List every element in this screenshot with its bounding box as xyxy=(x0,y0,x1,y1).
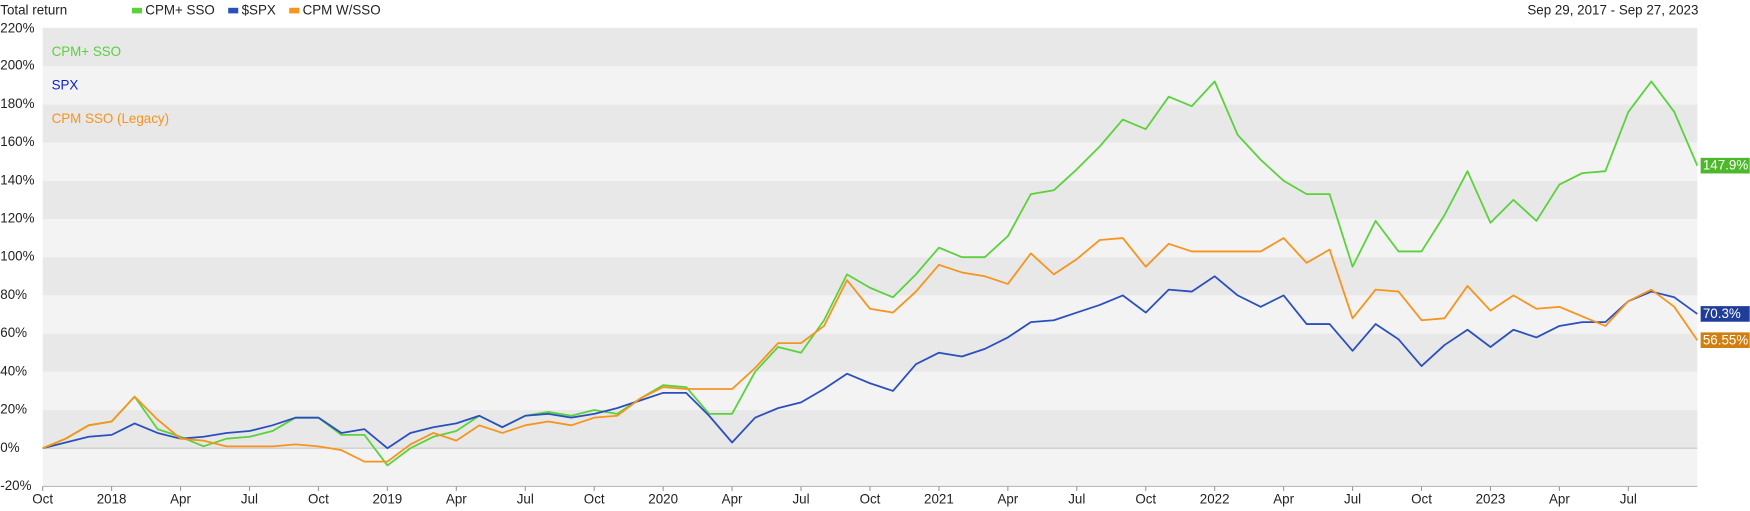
end-label-bg xyxy=(1700,332,1750,349)
legend-label: CPM W/SSO xyxy=(303,3,381,18)
end-label-text: 56.55% xyxy=(1703,332,1748,347)
grid-band xyxy=(42,371,1698,411)
legend-swatch xyxy=(228,7,239,14)
annotation: SPX xyxy=(52,77,79,92)
y-tick-label: 0% xyxy=(0,440,19,455)
annotation: CPM SSO (Legacy) xyxy=(52,111,169,126)
end-label-text: 147.9% xyxy=(1703,158,1748,173)
x-tick-label: Jul xyxy=(1620,491,1637,506)
x-tick-label: Oct xyxy=(1135,491,1156,506)
x-tick-label: 2022 xyxy=(1200,491,1230,506)
x-tick-label: Oct xyxy=(308,491,329,506)
x-tick-label: Oct xyxy=(1411,491,1432,506)
x-tick-label: Oct xyxy=(584,491,605,506)
end-label: 56.55% xyxy=(1700,332,1750,349)
x-tick-label: Apr xyxy=(1549,491,1570,506)
y-tick-label: 80% xyxy=(0,287,27,302)
y-tick-label: 40% xyxy=(0,363,27,378)
x-tick-label: Apr xyxy=(170,491,191,506)
end-label-bg xyxy=(1700,306,1750,322)
y-tick-label: 100% xyxy=(0,249,34,264)
legend-label: CPM+ SSO xyxy=(145,3,214,18)
x-tick-label: Jul xyxy=(517,491,534,506)
x-tick-label: 2019 xyxy=(373,491,403,506)
grid-band xyxy=(42,142,1698,181)
grid-band xyxy=(42,66,1698,105)
grid-band xyxy=(42,180,1698,219)
x-tick-label: 2018 xyxy=(97,491,127,506)
grid-band xyxy=(42,218,1698,258)
x-tick-label: Apr xyxy=(722,491,743,506)
grid-band xyxy=(42,295,1698,334)
grid-band xyxy=(42,333,1698,372)
y-tick-label: 60% xyxy=(0,325,27,340)
legend-swatch xyxy=(289,7,300,14)
end-label: 70.3% xyxy=(1700,306,1750,322)
y-tick-label: 220% xyxy=(0,21,34,36)
y-tick-label: 200% xyxy=(0,58,34,73)
chart-title: Total return xyxy=(0,3,67,18)
grid-band xyxy=(42,410,1698,449)
x-tick-label: Jul xyxy=(241,491,258,506)
y-tick-label: 160% xyxy=(0,134,34,149)
grid-band xyxy=(42,257,1698,296)
x-tick-label: Oct xyxy=(32,491,53,506)
grid-band xyxy=(42,27,1698,67)
x-tick-label: Apr xyxy=(446,491,467,506)
y-tick-label: 120% xyxy=(0,210,34,225)
legend-swatch xyxy=(131,7,142,14)
x-tick-label: Jul xyxy=(1344,491,1361,506)
x-tick-label: Jul xyxy=(1068,491,1085,506)
legend-label: $SPX xyxy=(242,3,276,18)
y-tick-label: 20% xyxy=(0,402,27,417)
x-tick-label: Oct xyxy=(860,491,881,506)
grid-band xyxy=(42,448,1698,487)
x-tick-label: Apr xyxy=(997,491,1018,506)
y-tick-label: 180% xyxy=(0,96,34,111)
end-label-bg xyxy=(1700,157,1750,174)
end-label: 147.9% xyxy=(1700,157,1750,174)
y-tick-label: 140% xyxy=(0,172,34,187)
series-line xyxy=(42,275,1698,450)
x-tick-label: 2021 xyxy=(924,491,954,506)
x-tick-label: 2023 xyxy=(1476,491,1506,506)
series-line xyxy=(42,237,1699,463)
x-tick-label: Jul xyxy=(792,491,809,506)
end-label-text: 70.3% xyxy=(1703,306,1741,321)
date-range: Sep 29, 2017 - Sep 27, 2023 xyxy=(1527,3,1698,18)
y-tick-label: -20% xyxy=(0,478,31,493)
x-tick-label: 2020 xyxy=(648,491,678,506)
grid-band xyxy=(42,104,1698,143)
x-tick-label: Apr xyxy=(1273,491,1294,506)
annotation: CPM+ SSO xyxy=(52,44,122,59)
